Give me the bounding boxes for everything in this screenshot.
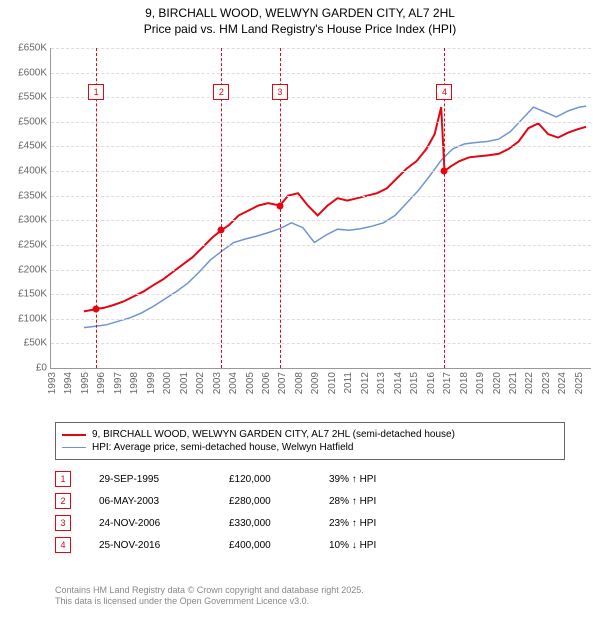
- sale-row-marker: 3: [55, 515, 71, 531]
- legend-label: HPI: Average price, semi-detached house,…: [92, 442, 353, 453]
- title-line-2: Price paid vs. HM Land Registry's House …: [144, 22, 456, 36]
- gridline: [51, 73, 591, 74]
- y-axis-label: £550K: [3, 92, 47, 103]
- y-axis-label: £500K: [3, 116, 47, 127]
- sale-price: £120,000: [229, 474, 329, 485]
- legend-label: 9, BIRCHALL WOOD, WELWYN GARDEN CITY, AL…: [92, 429, 455, 440]
- chart-area: £0£50K£100K£150K£200K£250K£300K£350K£400…: [50, 48, 590, 398]
- sale-price: £280,000: [229, 496, 329, 507]
- sale-date: 24-NOV-2006: [99, 518, 229, 529]
- y-axis-label: £150K: [3, 289, 47, 300]
- sale-price: £330,000: [229, 518, 329, 529]
- y-axis-label: £100K: [3, 313, 47, 324]
- gridline: [51, 319, 591, 320]
- y-axis-label: £450K: [3, 141, 47, 152]
- sale-date: 06-MAY-2003: [99, 496, 229, 507]
- sale-pct-vs-hpi: 10% ↓ HPI: [329, 540, 449, 551]
- sale-row: 1 29-SEP-1995£120,00039% ↑ HPI: [55, 468, 449, 490]
- price-paid-line: [84, 107, 586, 311]
- sale-marker-dot: [441, 168, 448, 175]
- chart-container: 9, BIRCHALL WOOD, WELWYN GARDEN CITY, AL…: [0, 0, 600, 620]
- y-axis-label: £650K: [3, 43, 47, 54]
- line-svg: [51, 48, 591, 368]
- sale-price: £400,000: [229, 540, 329, 551]
- y-axis-label: £350K: [3, 190, 47, 201]
- legend-item: HPI: Average price, semi-detached house,…: [62, 442, 558, 453]
- legend: 9, BIRCHALL WOOD, WELWYN GARDEN CITY, AL…: [55, 422, 565, 460]
- y-axis-label: £250K: [3, 239, 47, 250]
- gridline: [51, 48, 591, 49]
- chart-title: 9, BIRCHALL WOOD, WELWYN GARDEN CITY, AL…: [0, 0, 600, 37]
- gridline: [51, 294, 591, 295]
- sale-marker-dot: [276, 202, 283, 209]
- legend-swatch: [62, 434, 86, 436]
- gridline: [51, 122, 591, 123]
- sale-row-marker: 2: [55, 493, 71, 509]
- sale-marker-box: 2: [213, 84, 229, 100]
- sale-row: 4 25-NOV-2016£400,00010% ↓ HPI: [55, 534, 449, 556]
- legend-item: 9, BIRCHALL WOOD, WELWYN GARDEN CITY, AL…: [62, 429, 558, 440]
- gridline: [51, 196, 591, 197]
- y-axis-label: £300K: [3, 215, 47, 226]
- y-axis-label: £200K: [3, 264, 47, 275]
- attribution-footer: Contains HM Land Registry data © Crown c…: [55, 585, 364, 608]
- y-axis-label: £600K: [3, 67, 47, 78]
- sales-table: 1 29-SEP-1995£120,00039% ↑ HPI 2 06-MAY-200…: [55, 468, 449, 556]
- y-axis-label: £400K: [3, 166, 47, 177]
- sale-date: 25-NOV-2016: [99, 540, 229, 551]
- sale-marker-box: 3: [272, 84, 288, 100]
- sale-row-marker: 4: [55, 537, 71, 553]
- sale-row: 3 24-NOV-2006£330,00023% ↑ HPI: [55, 512, 449, 534]
- legend-swatch: [62, 447, 86, 448]
- gridline: [51, 146, 591, 147]
- sale-marker-box: 1: [88, 84, 104, 100]
- sale-pct-vs-hpi: 23% ↑ HPI: [329, 518, 449, 529]
- gridline: [51, 220, 591, 221]
- sale-marker-dot: [93, 305, 100, 312]
- gridline: [51, 343, 591, 344]
- plot-region: £0£50K£100K£150K£200K£250K£300K£350K£400…: [50, 48, 591, 369]
- y-axis-label: £0: [3, 363, 47, 374]
- gridline: [51, 245, 591, 246]
- gridline: [51, 270, 591, 271]
- title-line-1: 9, BIRCHALL WOOD, WELWYN GARDEN CITY, AL…: [145, 6, 455, 20]
- sale-row: 2 06-MAY-2003£280,00028% ↑ HPI: [55, 490, 449, 512]
- sale-date: 29-SEP-1995: [99, 474, 229, 485]
- y-axis-label: £50K: [3, 338, 47, 349]
- sale-pct-vs-hpi: 28% ↑ HPI: [329, 496, 449, 507]
- gridline: [51, 171, 591, 172]
- footer-line-1: Contains HM Land Registry data © Crown c…: [55, 585, 364, 595]
- sale-row-marker: 1: [55, 471, 71, 487]
- sale-marker-dot: [218, 227, 225, 234]
- sale-marker-box: 4: [436, 84, 452, 100]
- sale-pct-vs-hpi: 39% ↑ HPI: [329, 474, 449, 485]
- footer-line-2: This data is licensed under the Open Gov…: [55, 596, 309, 606]
- gridline: [51, 97, 591, 98]
